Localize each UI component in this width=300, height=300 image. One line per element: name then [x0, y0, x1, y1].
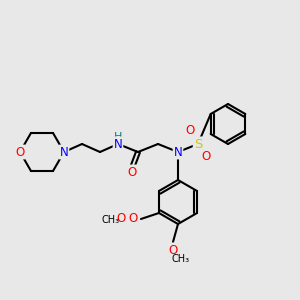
- Text: O: O: [116, 212, 126, 226]
- Text: O: O: [185, 124, 195, 137]
- Text: CH₃: CH₃: [102, 215, 120, 225]
- Text: O: O: [128, 212, 138, 226]
- Text: N: N: [114, 137, 122, 151]
- Text: N: N: [174, 146, 182, 158]
- Text: H: H: [114, 132, 122, 142]
- Text: O: O: [128, 166, 136, 178]
- Text: O: O: [168, 244, 178, 256]
- Text: S: S: [194, 137, 202, 151]
- Text: N: N: [60, 146, 68, 158]
- Text: O: O: [15, 146, 25, 158]
- Text: CH₃: CH₃: [172, 254, 190, 264]
- Text: O: O: [201, 151, 211, 164]
